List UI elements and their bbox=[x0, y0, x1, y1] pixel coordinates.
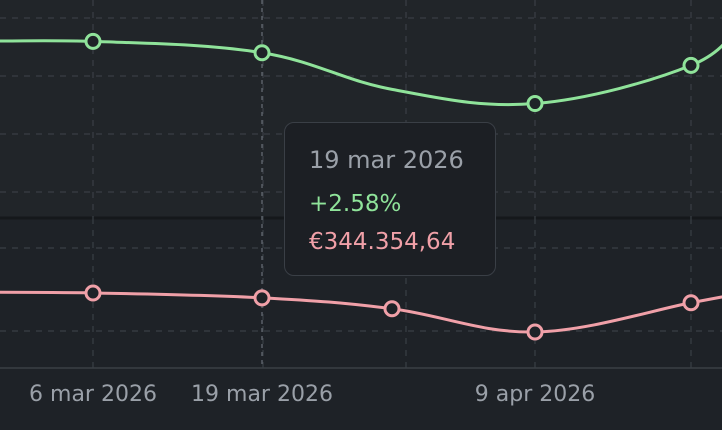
percent-point-2026-03-06[interactable] bbox=[84, 32, 102, 50]
value-point-2026-03-06[interactable] bbox=[84, 284, 102, 302]
markers-layer[interactable] bbox=[84, 32, 700, 341]
tooltip-percent-change: +2.58% bbox=[309, 191, 402, 217]
percent-point-2026-04-09[interactable] bbox=[526, 95, 544, 113]
tooltip-value: €344.354,64 bbox=[309, 229, 456, 255]
value-point-2026-04-09[interactable] bbox=[526, 323, 544, 341]
percent-point-2026-04-21[interactable] bbox=[682, 56, 700, 74]
x-tick-label-1: 19 mar 2026 bbox=[191, 382, 333, 407]
x-tick-label-0: 6 mar 2026 bbox=[29, 382, 157, 407]
value-point-2026-04-21[interactable] bbox=[682, 294, 700, 312]
value-point-2026-03-29[interactable] bbox=[383, 300, 401, 318]
x-tick-labels: 6 mar 2026 19 mar 2026 9 apr 2026 bbox=[29, 382, 595, 407]
value-point-2026-03-19[interactable] bbox=[253, 289, 271, 307]
tooltip-date: 19 mar 2026 bbox=[309, 146, 464, 174]
x-tick-label-2: 9 apr 2026 bbox=[475, 382, 595, 407]
percent-point-2026-03-19[interactable] bbox=[253, 44, 271, 62]
hover-tooltip: 19 mar 2026 +2.58% €344.354,64 bbox=[284, 122, 496, 276]
